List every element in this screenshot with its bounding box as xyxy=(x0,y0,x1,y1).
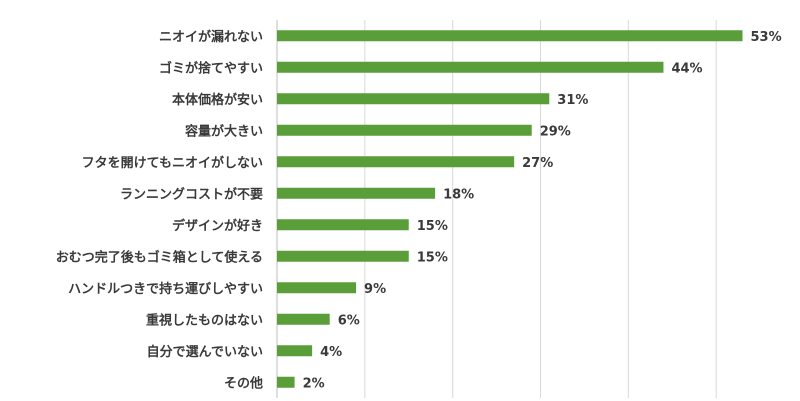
category-label: ランニングコストが不要 xyxy=(120,186,263,202)
bar xyxy=(277,219,409,231)
bar xyxy=(277,30,743,42)
category-label: ハンドルつきで持ち運びしやすい xyxy=(68,281,263,297)
value-label: 9% xyxy=(364,282,386,297)
value-label: 15% xyxy=(417,219,448,234)
value-labels: 53% 44% 31% 29% 27% 18% 15% 15% 9% 6% 4% 2% xyxy=(303,30,782,392)
bar xyxy=(277,313,330,325)
value-label: 44% xyxy=(671,61,702,76)
bar xyxy=(277,376,295,388)
bar xyxy=(277,250,409,262)
category-label: おむつ完了後もゴミ箱として使える xyxy=(56,249,263,265)
grid-lines xyxy=(276,20,717,398)
category-labels: ニオイが漏れないゴミが捨てやすい本体価格が安い容量が大きいフタを開けてもニオイが… xyxy=(56,29,263,392)
value-label: 4% xyxy=(320,345,342,360)
value-label: 18% xyxy=(443,187,474,202)
category-label: フタを開けてもニオイがしない xyxy=(82,155,263,171)
bar xyxy=(277,187,436,199)
category-label: ゴミが捨てやすい xyxy=(159,60,263,76)
bar xyxy=(277,345,313,357)
value-label: 2% xyxy=(303,376,325,391)
value-label: 29% xyxy=(540,124,571,139)
category-label: ニオイが漏れない xyxy=(159,29,263,45)
bar xyxy=(277,156,515,168)
category-label: 重視したものはない xyxy=(146,312,263,328)
value-label: 31% xyxy=(557,93,588,108)
value-label: 53% xyxy=(751,30,782,45)
category-label: その他 xyxy=(224,375,263,391)
category-label: 本体価格が安い xyxy=(172,92,263,108)
bar xyxy=(277,61,664,73)
value-label: 15% xyxy=(417,250,448,265)
value-label: 6% xyxy=(338,313,360,328)
category-label: デザインが好き xyxy=(172,218,263,234)
value-label: 27% xyxy=(522,156,553,171)
category-label: 容量が大きい xyxy=(184,123,263,139)
bars xyxy=(277,30,743,388)
bar xyxy=(277,93,550,105)
bar xyxy=(277,124,532,136)
bar xyxy=(277,282,357,294)
category-label: 自分で選んでいない xyxy=(147,344,263,360)
